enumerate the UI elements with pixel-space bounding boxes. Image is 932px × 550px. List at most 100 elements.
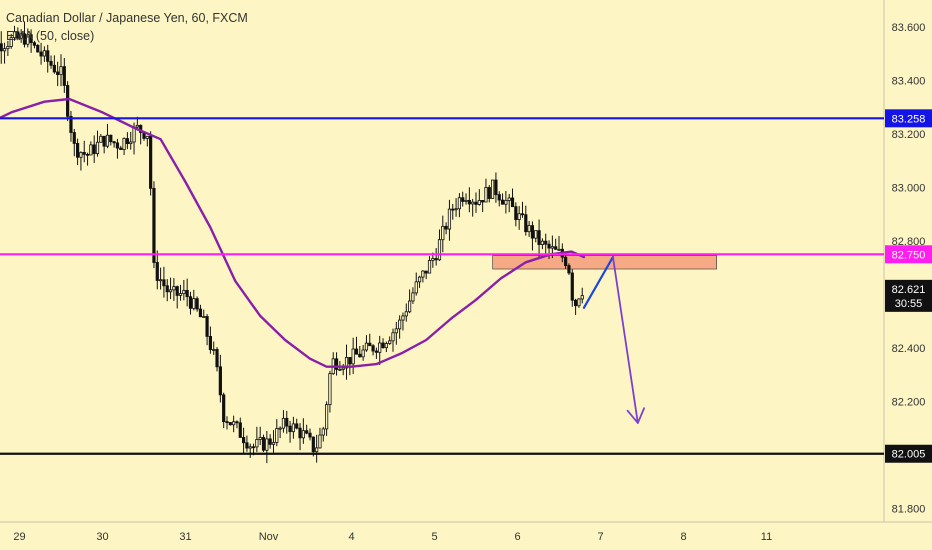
candle-body bbox=[29, 34, 33, 44]
candle-body bbox=[374, 350, 379, 353]
candle-body bbox=[278, 427, 282, 430]
levels-layer bbox=[0, 117, 884, 455]
candle-body bbox=[52, 64, 56, 73]
time-tick-label: 29 bbox=[13, 531, 25, 543]
candle-body bbox=[268, 438, 272, 445]
candle-body bbox=[79, 152, 83, 158]
candle-body bbox=[431, 258, 435, 261]
chart-legend: Canadian Dollar / Japanese Yen, 60, FXCM… bbox=[6, 9, 248, 45]
candle-body bbox=[115, 142, 120, 149]
candle-body bbox=[135, 124, 139, 128]
projection-arrowhead bbox=[626, 407, 645, 424]
candle-body bbox=[318, 434, 322, 449]
candle-body bbox=[504, 200, 508, 205]
bar-countdown-label: 30:55 bbox=[895, 298, 923, 310]
candle-body bbox=[311, 436, 315, 453]
candle-body bbox=[215, 349, 219, 368]
candle-body bbox=[461, 197, 465, 202]
candle-body bbox=[62, 66, 66, 86]
candle-body bbox=[145, 135, 149, 139]
time-tick-label: 7 bbox=[597, 531, 603, 543]
candle-body bbox=[497, 194, 501, 201]
candle-body bbox=[39, 51, 43, 57]
candle-body bbox=[291, 423, 296, 433]
candle-body bbox=[368, 342, 372, 347]
projection-layer bbox=[582, 255, 645, 424]
candle-body bbox=[89, 144, 93, 156]
symbol-title[interactable]: Canadian Dollar / Japanese Yen, 60, FXCM bbox=[6, 11, 248, 25]
candle-body bbox=[95, 141, 100, 154]
candle-body bbox=[540, 240, 545, 245]
candle-body bbox=[424, 270, 428, 274]
candle-body bbox=[471, 201, 475, 205]
time-tick-label: 31 bbox=[179, 531, 191, 543]
candle-body bbox=[251, 446, 256, 449]
indicator-label[interactable]: EMA (50, close) bbox=[6, 29, 95, 43]
candle-body bbox=[19, 33, 23, 39]
candle-body bbox=[202, 316, 206, 318]
candle-body bbox=[155, 262, 159, 281]
candle-body bbox=[265, 438, 269, 451]
candle-body bbox=[457, 197, 462, 210]
candle-body bbox=[344, 357, 349, 369]
candle-body bbox=[305, 430, 309, 434]
candle-body bbox=[168, 289, 173, 293]
candle-body bbox=[467, 199, 471, 205]
candle-body bbox=[547, 243, 551, 249]
candle-body bbox=[16, 31, 20, 39]
candle-body bbox=[0, 43, 3, 52]
candle-body bbox=[46, 50, 50, 62]
middle-level-tag bbox=[885, 245, 932, 264]
resistance-zone-layer bbox=[492, 255, 718, 270]
last-price-label: 82.621 bbox=[892, 284, 926, 296]
price-tick-label: 83.200 bbox=[892, 129, 926, 141]
candle-body bbox=[2, 48, 7, 52]
candle-body bbox=[417, 276, 422, 283]
candle-body bbox=[364, 342, 369, 351]
candle-body bbox=[474, 201, 478, 205]
time-tick-label: 11 bbox=[761, 531, 772, 543]
candle-body bbox=[69, 115, 73, 133]
candle-body bbox=[348, 357, 352, 365]
candle-body bbox=[378, 342, 382, 353]
time-tick-label: 8 bbox=[680, 531, 686, 543]
candle-body bbox=[36, 44, 40, 53]
candle-body bbox=[534, 230, 538, 239]
candle-body bbox=[414, 281, 418, 294]
candle-body bbox=[125, 138, 129, 145]
candle-body bbox=[99, 135, 103, 143]
price-tick-label: 82.200 bbox=[892, 397, 926, 409]
candle-body bbox=[208, 335, 212, 351]
candle-body bbox=[341, 367, 345, 370]
candle-body bbox=[338, 368, 342, 371]
candle-body bbox=[487, 187, 491, 199]
candle-body bbox=[564, 256, 568, 266]
time-axis[interactable]: 29 30 31 Nov 4 5 6 7 8 11 bbox=[13, 531, 772, 543]
candle-body bbox=[298, 427, 302, 439]
candle-body bbox=[394, 328, 398, 334]
candle-body bbox=[192, 298, 196, 309]
candle-body bbox=[281, 417, 286, 429]
candle-body bbox=[500, 199, 505, 205]
candle-body bbox=[321, 428, 325, 436]
candle-body bbox=[32, 42, 37, 46]
candle-body bbox=[477, 200, 481, 205]
candle-body bbox=[358, 353, 362, 358]
candle-body bbox=[241, 437, 246, 444]
candle-body bbox=[122, 138, 126, 150]
candle-body bbox=[434, 258, 438, 261]
candle-body bbox=[162, 279, 166, 287]
candle-body bbox=[451, 208, 455, 211]
candle-body bbox=[315, 447, 319, 453]
candle-body bbox=[6, 46, 10, 50]
price-tick-label: 82.800 bbox=[892, 236, 926, 248]
candle-body bbox=[557, 248, 561, 251]
lower-level-tag bbox=[885, 444, 932, 463]
candle-body bbox=[510, 197, 515, 208]
candle-body bbox=[172, 286, 176, 291]
candle-body bbox=[544, 240, 548, 245]
candle-body bbox=[520, 213, 525, 216]
candle-body bbox=[404, 311, 408, 317]
